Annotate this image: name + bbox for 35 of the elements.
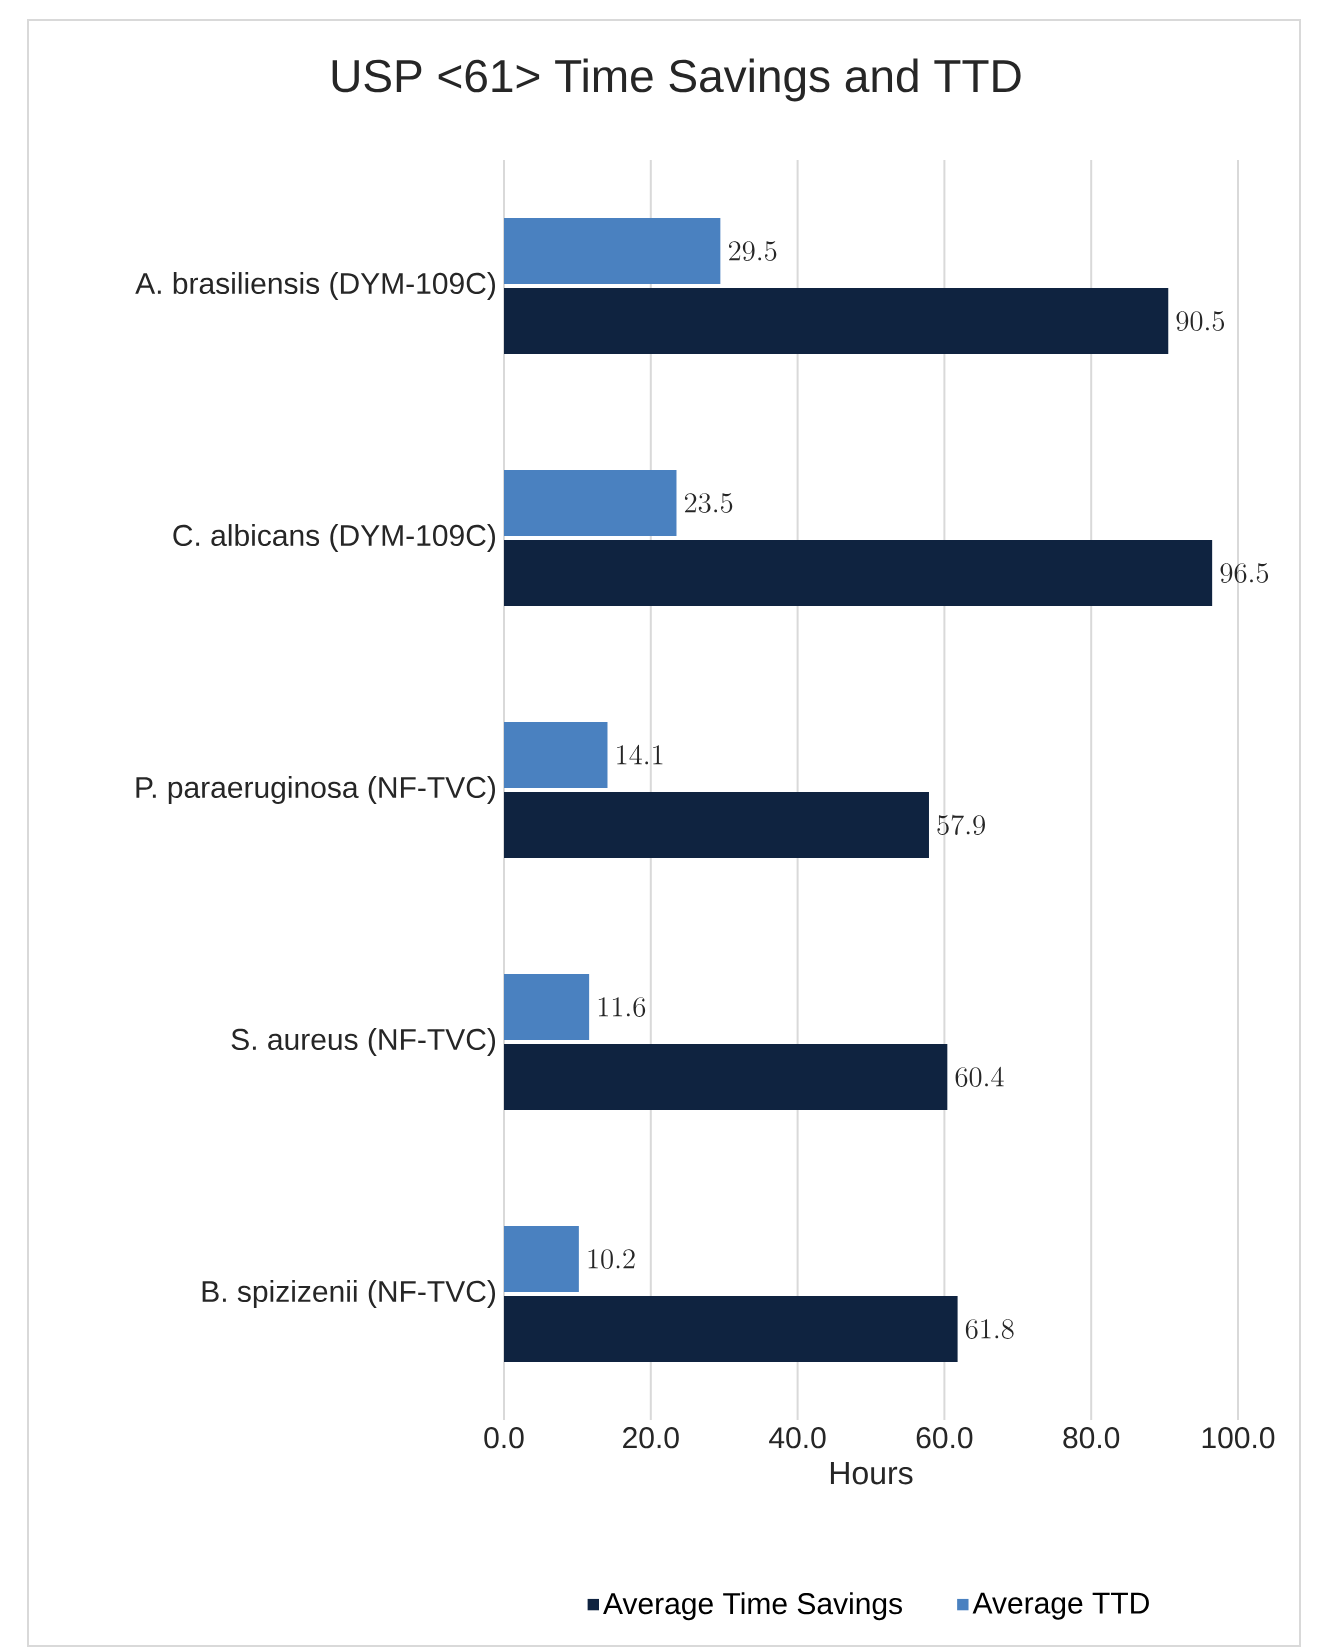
data-label: 29.5: [729, 241, 777, 261]
bar: [503, 974, 590, 1041]
data-label: 23.5: [684, 493, 733, 513]
data-label: 11 .6: [598, 997, 646, 1017]
bar: [503, 1296, 958, 1363]
data-label: 14. 1: [617, 744, 663, 765]
y-tick-label: P. paraeruginosa (NF-TVC): [136, 776, 495, 804]
bar: [503, 722, 608, 789]
bar: [503, 792, 929, 859]
bar: [503, 540, 1213, 607]
data-label: 10.2: [588, 1249, 635, 1269]
x-tick-label: 40.0: [769, 1427, 826, 1449]
x-tick-label: 100.0: [1202, 1427, 1275, 1449]
data-label: 90.5: [1176, 311, 1225, 331]
y-tick-label: A. brasiliensis (DYM-109C): [135, 272, 495, 301]
y-tick-label: S. aureus (NF-TVC): [231, 1028, 496, 1057]
data-label: 96.5: [1220, 563, 1269, 583]
x-tick-label: 0.0: [484, 1427, 524, 1449]
data-label: 60.4: [955, 1066, 1004, 1087]
y-tick-label: B. spizizenii (NF-TVC): [202, 1280, 496, 1308]
data-label: 57.9: [937, 814, 985, 835]
x-axis-title: Hours: [830, 1462, 913, 1485]
x-tick-label: 80.0: [1063, 1427, 1120, 1449]
legend-label: Average TTD: [972, 1592, 1149, 1620]
bar: [503, 288, 1169, 355]
bar: [503, 1044, 948, 1111]
bar: [503, 1226, 579, 1293]
y-tick-label: C. albicans (DYM-109C): [173, 524, 495, 553]
x-tick-label: 20.0: [623, 1427, 679, 1449]
chart-title: USP <61> Time Savings and TTD: [332, 58, 1021, 102]
data-label: 61 .8: [965, 1319, 1014, 1339]
legend-label: Average Time Savings: [603, 1592, 902, 1621]
x-tick-label: 60.0: [916, 1427, 973, 1449]
bar: [503, 470, 677, 537]
bar: [503, 218, 721, 285]
